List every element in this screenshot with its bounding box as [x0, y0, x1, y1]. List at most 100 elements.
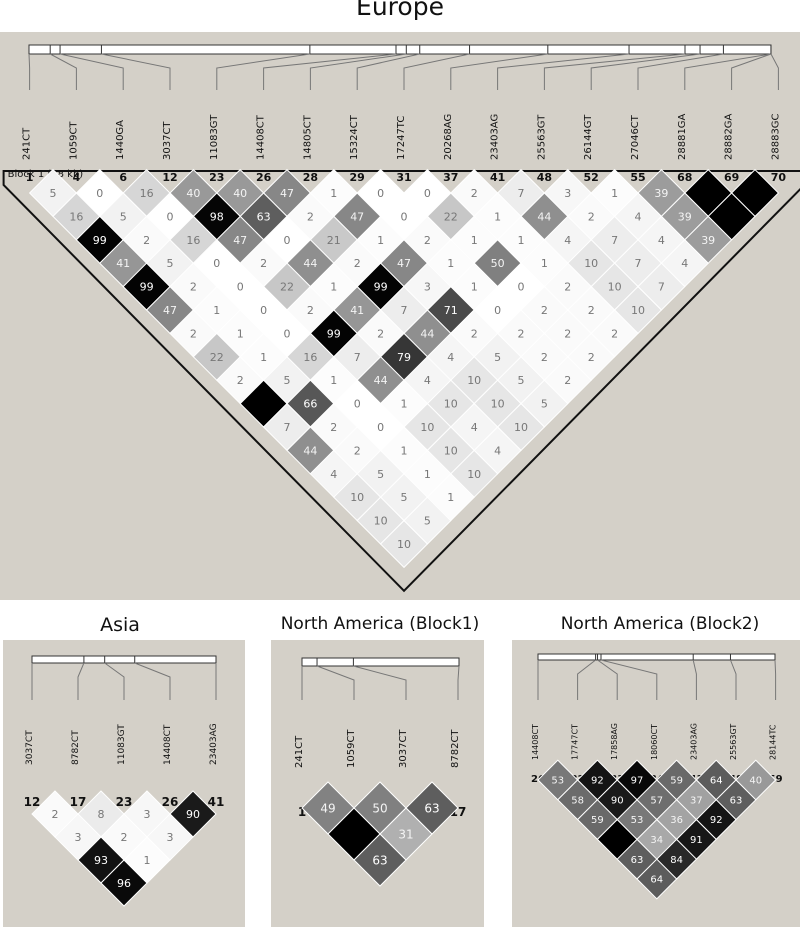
snp-label: 28882GA [724, 113, 735, 160]
ld-value-label: 2 [143, 234, 150, 247]
ld-value-label: 39 [678, 210, 692, 223]
ld-value-label: 44 [303, 444, 317, 457]
ld-value-label: 47 [163, 304, 177, 317]
ld-value-label: 16 [186, 234, 200, 247]
snp-connector-line [597, 659, 618, 700]
snp-label: 23403AG [689, 723, 698, 760]
ld-value-label: 41 [116, 257, 130, 270]
ld-value-label: 2 [190, 281, 197, 294]
asia-title: Asia [100, 614, 140, 636]
snp-position-number: 23 [116, 795, 133, 809]
snp-label: 14408CT [163, 724, 173, 765]
ld-value-label: 2 [541, 351, 548, 364]
ld-value-label: 10 [514, 421, 528, 434]
ld-value-label: 10 [374, 515, 388, 528]
ld-value-label: 98 [210, 210, 224, 223]
ld-value-label: 2 [121, 831, 128, 844]
ld-value-label: 2 [307, 304, 314, 317]
snp-label: 23403AG [490, 114, 501, 160]
ld-value-label: 4 [564, 234, 571, 247]
europe-ld-plot: 241CT11059CT41440GA63037CT1211083GT23144… [2, 44, 800, 593]
ld-value-label: 99 [93, 234, 107, 247]
ld-value-label: 97 [631, 776, 644, 787]
ld-value-label: 40 [233, 187, 247, 200]
snp-label: 26144GT [583, 114, 594, 160]
ld-diamond [636, 858, 678, 900]
ld-value-label: 0 [167, 210, 174, 223]
ld-value-label: 50 [372, 801, 387, 815]
snp-connector-line [577, 659, 596, 700]
ld-value-label: 5 [541, 398, 548, 411]
ld-value-label: 2 [354, 257, 361, 270]
ld-value-label: 36 [670, 815, 683, 826]
snp-label: 25563GT [729, 724, 738, 760]
ld-value-label: 22 [210, 351, 224, 364]
snp-connector-line [497, 53, 630, 90]
snp-label: 241CT [294, 735, 305, 768]
snp-label: 1059CT [346, 729, 357, 768]
ld-value-label: 49 [320, 801, 335, 815]
na1-ld-plot: 241CT11059CT43037CT128782CT174950633163 [294, 657, 466, 887]
ld-value-label: 1 [144, 854, 151, 867]
ld-value-label: 0 [377, 421, 384, 434]
ld-value-label: 44 [420, 327, 434, 340]
ld-value-label: 8 [98, 808, 105, 821]
ld-value-label: 2 [518, 327, 525, 340]
ld-value-label: 1 [447, 491, 454, 504]
ld-value-label: 47 [397, 257, 411, 270]
ld-value-label: 4 [658, 234, 665, 247]
snp-label: 23403AG [209, 723, 219, 765]
ld-value-label: 63 [424, 801, 439, 815]
snp-connector-line [77, 662, 85, 700]
ld-value-label: 92 [591, 776, 604, 787]
ld-value-label: 5 [494, 351, 501, 364]
ld-value-label: 0 [260, 304, 267, 317]
snp-connector-line [309, 53, 407, 90]
ld-value-label: 99 [140, 281, 154, 294]
ld-value-label: 1 [494, 210, 501, 223]
snp-connector-line [49, 53, 77, 90]
snp-position-number: 68 [677, 171, 692, 184]
ld-value-label: 53 [551, 776, 564, 787]
ld-value-label: 7 [284, 421, 291, 434]
snp-position-number: 37 [443, 171, 458, 184]
ld-value-label: 47 [233, 234, 247, 247]
snp-label: 1440GA [115, 120, 126, 160]
snp-label: 14408CT [256, 114, 267, 160]
ld-value-label: 7 [518, 187, 525, 200]
asia-genome-bar [31, 655, 217, 664]
snp-connector-line [263, 53, 397, 90]
ld-value-label: 2 [424, 234, 431, 247]
snp-label: 1059CT [68, 121, 79, 160]
ld-value-label: 10 [420, 421, 434, 434]
snp-position-number: 69 [724, 171, 739, 184]
na2-genome-bar [537, 653, 776, 661]
snp-connector-line [59, 53, 124, 90]
ld-value-label: 22 [280, 281, 294, 294]
europe-genome-bar [28, 44, 772, 55]
ld-value-label: 63 [257, 210, 271, 223]
snp-connector-line [104, 662, 125, 700]
ld-value-label: 63 [631, 855, 644, 866]
snp-connector-line [356, 53, 420, 90]
ld-value-label: 7 [635, 257, 642, 270]
ld-value-label: 10 [491, 398, 505, 411]
ld-value-label: 4 [330, 468, 337, 481]
ld-value-label: 10 [608, 281, 622, 294]
ld-value-label: 10 [397, 538, 411, 551]
ld-value-label: 3 [167, 831, 174, 844]
na1-title: North America (Block1) [280, 614, 480, 634]
ld-value-label: 91 [690, 835, 703, 846]
snp-connector-line [134, 662, 171, 700]
ld-diamond [379, 519, 429, 569]
ld-value-label: 2 [588, 304, 595, 317]
ld-value-label: 5 [50, 187, 57, 200]
snp-position-number: 41 [490, 171, 505, 184]
ld-value-label: 59 [670, 776, 683, 787]
snp-position-number: 12 [24, 795, 41, 809]
snp-position-number: 23 [209, 171, 224, 184]
ld-value-label: 57 [650, 795, 663, 806]
ld-value-label: 5 [120, 210, 127, 223]
snp-position-number: 70 [771, 171, 787, 184]
